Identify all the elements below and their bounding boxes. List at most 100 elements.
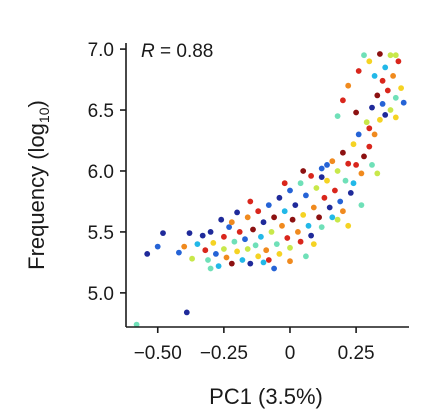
data-point: [255, 253, 262, 260]
data-point: [247, 260, 254, 267]
data-point: [334, 168, 341, 174]
data-point: [316, 214, 322, 221]
data-point: [371, 73, 378, 79]
data-point: [239, 257, 246, 263]
data-point: [318, 165, 325, 172]
data-point: [154, 243, 161, 250]
data-point: [350, 180, 357, 187]
data-point: [265, 257, 272, 263]
data-point: [297, 180, 304, 187]
data-point: [318, 174, 325, 181]
y-tick-label: 5.5: [88, 223, 114, 244]
data-point: [260, 219, 267, 226]
data-point: [295, 229, 301, 235]
data-point: [213, 251, 219, 257]
data-point: [228, 260, 235, 267]
data-point: [313, 185, 320, 191]
data-point: [382, 112, 389, 118]
data-point: [276, 194, 283, 201]
data-point: [221, 246, 227, 252]
data-point: [340, 149, 346, 156]
data-point: [205, 257, 211, 263]
data-point: [334, 216, 341, 223]
x-tick-label: 0.25: [338, 343, 375, 364]
data-point: [363, 119, 370, 126]
data-point: [392, 114, 399, 121]
data-point: [366, 143, 373, 150]
data-point: [287, 187, 293, 194]
data-point: [207, 265, 214, 272]
y-tick-label: 6.0: [88, 162, 114, 183]
data-point: [258, 233, 264, 240]
data-point: [160, 230, 166, 237]
data-point: [276, 251, 283, 257]
data-point: [194, 241, 201, 248]
data-point: [265, 202, 272, 209]
data-point: [244, 214, 251, 221]
data-point: [223, 254, 230, 261]
data-point: [144, 251, 151, 257]
data-point: [345, 160, 352, 167]
data-point: [281, 180, 288, 187]
data-point: [260, 259, 267, 266]
data-point: [398, 85, 404, 91]
data-point: [228, 219, 235, 226]
data-point: [392, 52, 399, 59]
data-point: [371, 131, 378, 138]
data-point: [358, 170, 365, 177]
data-point: [326, 204, 333, 211]
data-point: [284, 235, 291, 241]
data-point: [369, 104, 375, 111]
data-point: [250, 226, 256, 233]
data-point: [273, 241, 280, 248]
data-point: [377, 116, 383, 123]
data-point: [369, 162, 375, 168]
data-point: [395, 58, 402, 65]
data-point: [297, 238, 304, 245]
data-point: [186, 230, 193, 237]
data-point: [379, 101, 386, 107]
x-tick-label: −0.25: [200, 343, 248, 364]
data-point: [361, 52, 367, 59]
data-point: [324, 162, 330, 168]
data-point: [387, 107, 394, 113]
y-tick-label: 6.5: [88, 101, 114, 122]
x-ticks-layer: −0.50 −0.25 0 0.25: [134, 327, 375, 364]
data-point: [252, 242, 259, 249]
y-axis-title-end: ): [24, 100, 49, 107]
data-point: [226, 224, 233, 231]
data-point: [289, 216, 296, 223]
data-point: [199, 232, 206, 239]
data-point: [345, 222, 352, 229]
data-point: [218, 216, 225, 223]
points-layer: [133, 51, 407, 328]
y-axis-title-subscript: 10: [36, 107, 52, 123]
data-point: [342, 177, 349, 184]
x-axis-title: PC1 (3.5%): [209, 384, 323, 409]
data-point: [279, 222, 285, 229]
data-point: [310, 204, 317, 211]
data-point: [303, 192, 309, 199]
data-point: [268, 229, 275, 235]
data-point: [384, 87, 391, 94]
data-point: [133, 321, 140, 328]
data-point: [321, 194, 328, 201]
data-point: [236, 229, 243, 235]
data-point: [215, 263, 222, 269]
data-point: [374, 170, 381, 177]
data-point: [221, 233, 227, 240]
data-point: [308, 232, 314, 239]
data-point: [287, 258, 293, 265]
data-point: [271, 265, 277, 272]
data-point: [377, 51, 383, 57]
y-axis-title-main: Frequency (log: [24, 123, 49, 270]
data-point: [358, 202, 365, 209]
x-tick-label: 0: [285, 343, 296, 364]
data-point: [366, 125, 373, 132]
data-point: [379, 77, 386, 84]
data-point: [207, 229, 214, 235]
data-point: [300, 212, 307, 218]
data-point: [308, 173, 314, 179]
